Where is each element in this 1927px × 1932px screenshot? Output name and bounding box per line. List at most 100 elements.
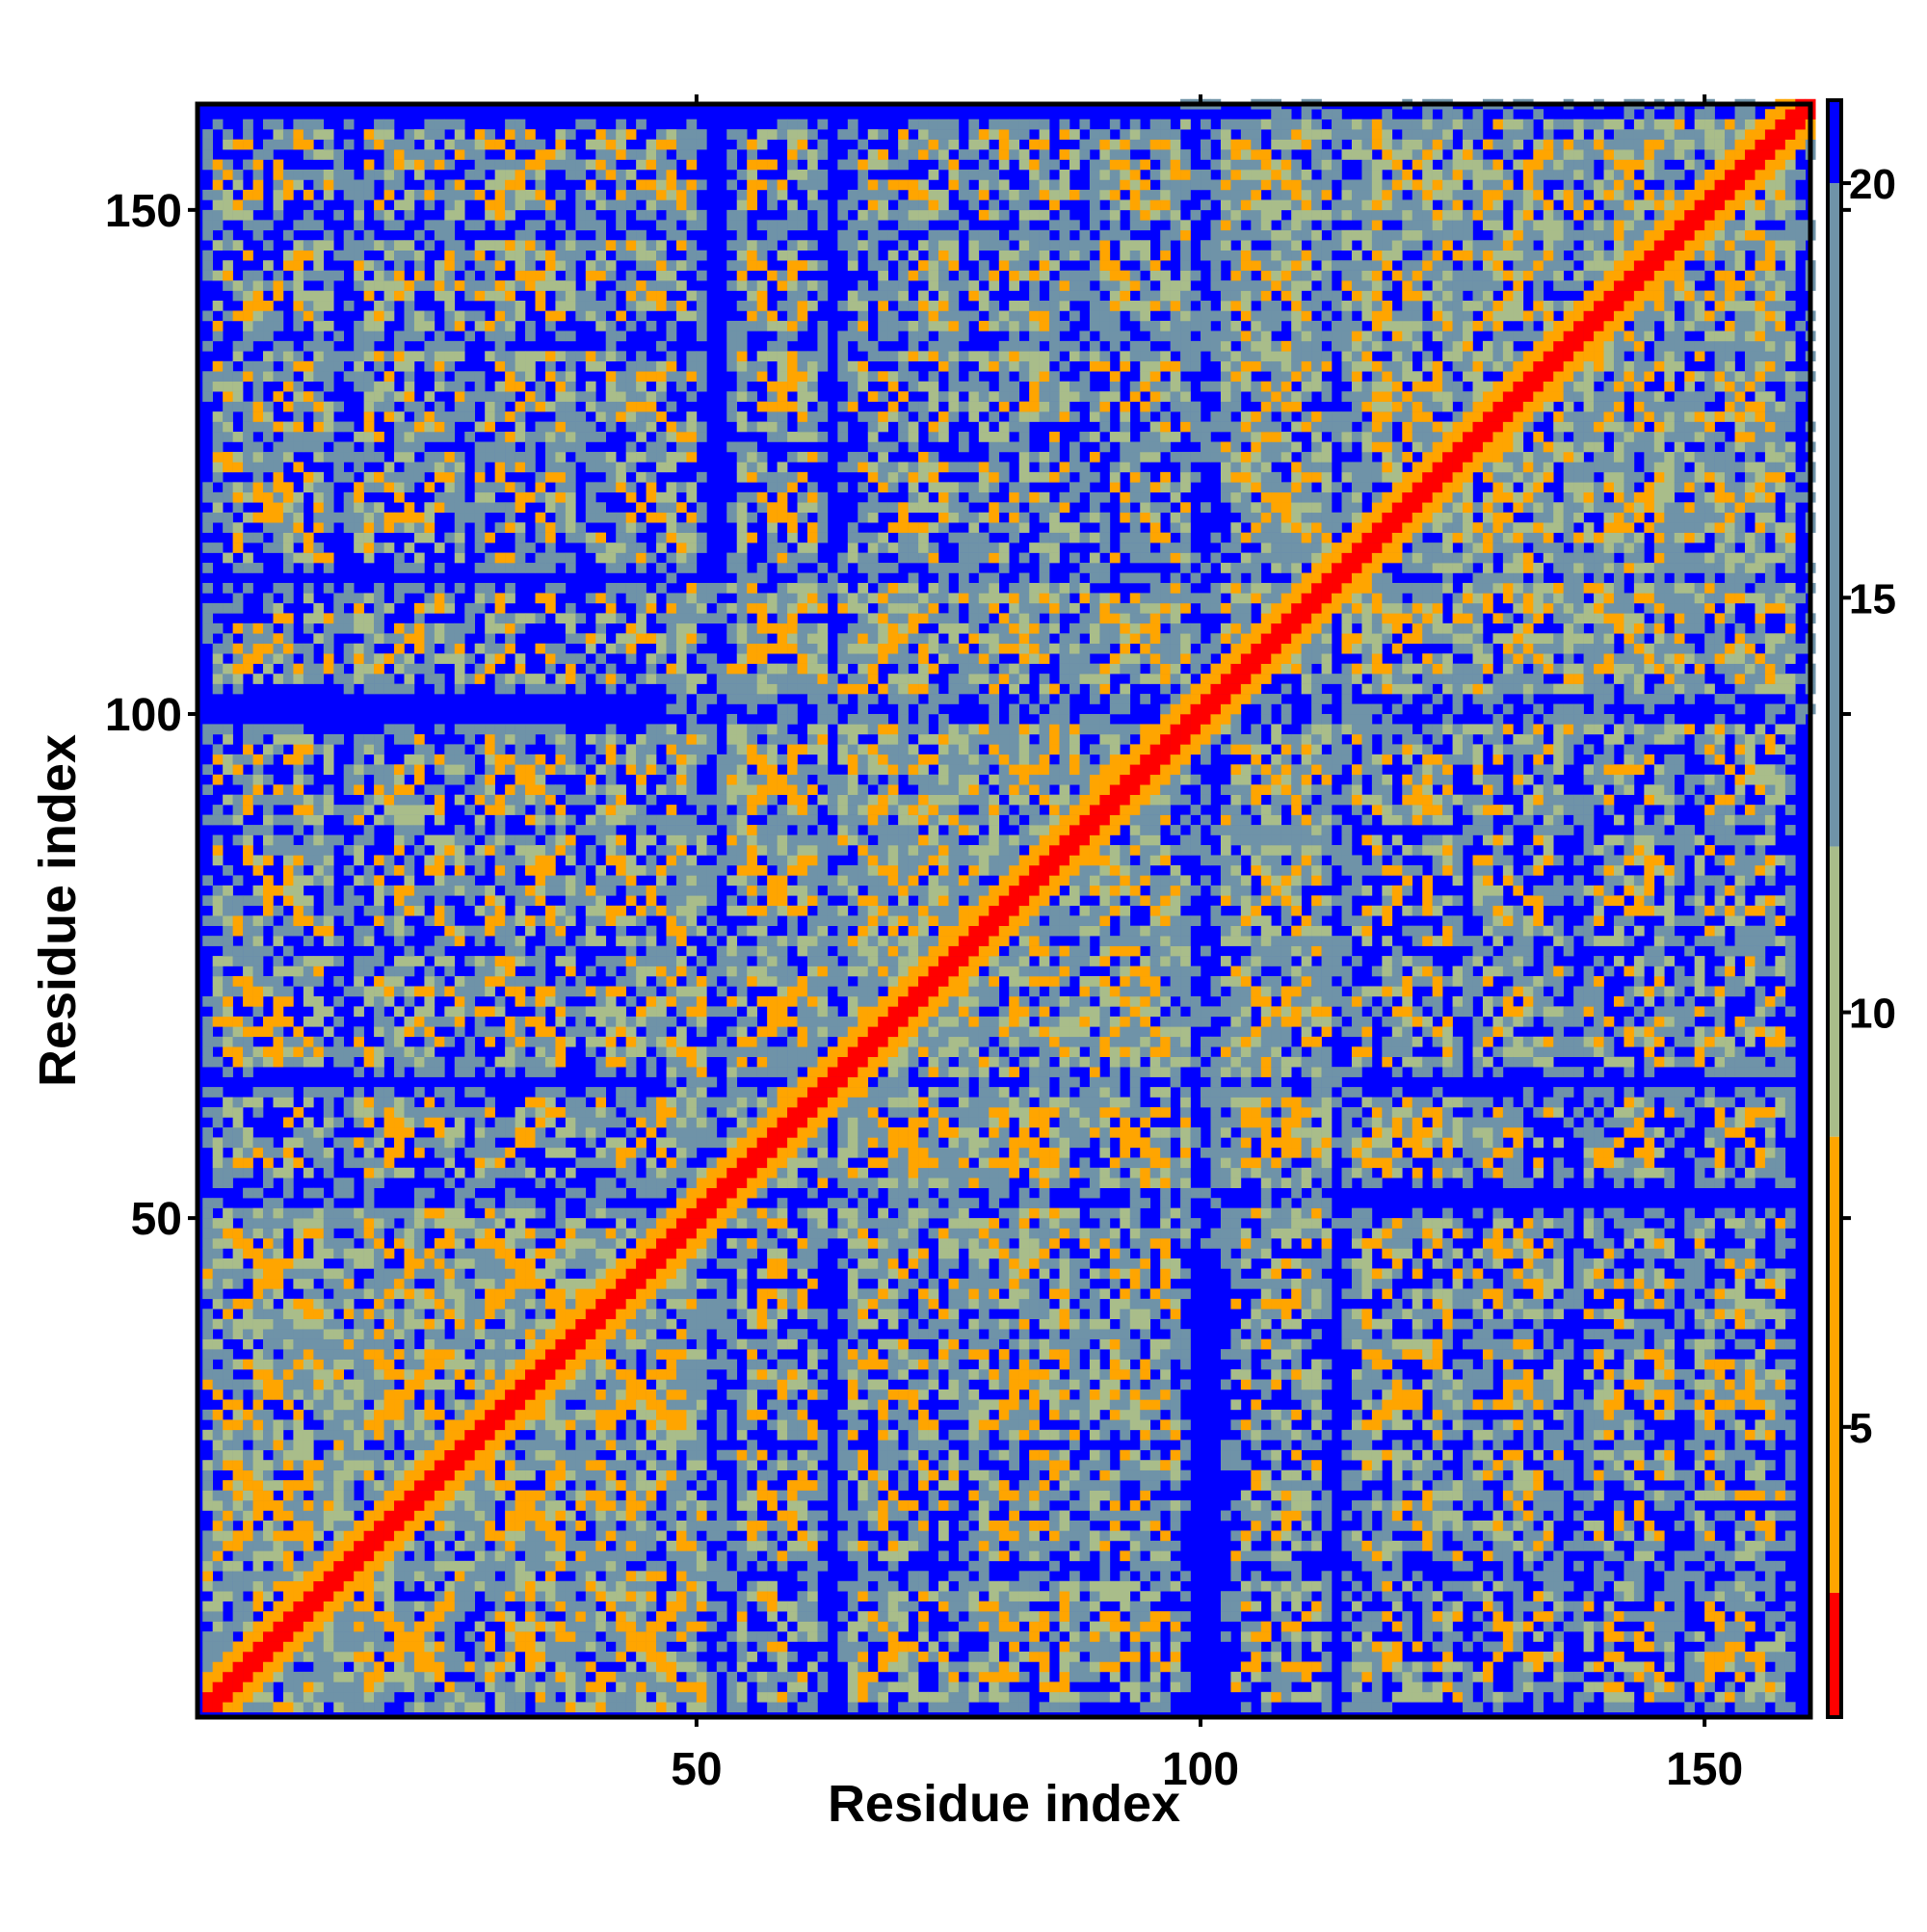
heatmap-cell — [525, 260, 536, 271]
heatmap-cell — [383, 764, 395, 776]
heatmap-cell — [565, 1661, 576, 1673]
heatmap-cell — [223, 189, 233, 200]
heatmap-cell — [636, 1469, 647, 1481]
heatmap-cell — [273, 1540, 284, 1551]
heatmap-cell — [646, 159, 657, 171]
heatmap-cell — [616, 119, 626, 130]
heatmap-cell — [525, 1440, 536, 1451]
heatmap-cell — [313, 613, 325, 624]
heatmap-cell — [616, 401, 626, 412]
heatmap-cell — [666, 1207, 677, 1219]
heatmap-cell — [454, 1218, 465, 1229]
heatmap-cell — [354, 805, 364, 815]
heatmap-cell — [363, 401, 375, 412]
heatmap-cell — [303, 432, 314, 442]
heatmap-cell — [293, 844, 304, 856]
heatmap-cell — [535, 966, 546, 977]
heatmap-cell — [333, 331, 344, 342]
heatmap-cell — [404, 1530, 415, 1542]
heatmap-cell — [474, 986, 486, 997]
heatmap-cell — [223, 1349, 233, 1360]
heatmap-cell — [535, 1540, 546, 1551]
heatmap-cell — [505, 1571, 515, 1582]
heatmap-cell — [333, 1661, 344, 1673]
heatmap-cell — [303, 744, 314, 755]
heatmap-cell — [585, 391, 596, 402]
heatmap-cell — [282, 1490, 294, 1501]
heatmap-cell — [404, 1571, 415, 1582]
heatmap-cell — [243, 733, 253, 745]
heatmap-cell — [374, 391, 384, 402]
heatmap-cell — [303, 543, 314, 553]
heatmap-cell — [383, 1309, 395, 1320]
heatmap-cell — [625, 1329, 637, 1339]
heatmap-cell — [383, 653, 395, 664]
heatmap-cell — [313, 1379, 325, 1390]
heatmap-cell — [646, 1107, 657, 1118]
heatmap-cell — [383, 351, 395, 362]
heatmap-cell — [485, 885, 495, 896]
heatmap-cell — [323, 1126, 334, 1138]
heatmap-cell — [535, 1349, 546, 1360]
heatmap-cell — [323, 401, 334, 412]
heatmap-cell — [394, 250, 405, 261]
heatmap-cell — [464, 1601, 476, 1612]
heatmap-cell — [394, 905, 405, 916]
heatmap-cell — [565, 1288, 576, 1300]
heatmap-cell — [404, 1641, 415, 1653]
heatmap-cell — [555, 1046, 567, 1057]
heatmap-cell — [565, 1369, 576, 1380]
heatmap-cell — [666, 1338, 677, 1350]
heatmap-cell — [515, 1046, 526, 1057]
heatmap-cell — [374, 774, 384, 785]
heatmap-cell — [434, 633, 445, 645]
heatmap-cell — [666, 1359, 677, 1370]
heatmap-cell — [535, 885, 546, 896]
heatmap-cell — [646, 754, 657, 765]
heatmap-cell — [343, 1580, 355, 1592]
heatmap-cell — [474, 563, 486, 573]
heatmap-cell — [354, 1691, 364, 1703]
heatmap-cell — [374, 260, 384, 271]
heatmap-cell — [434, 563, 445, 573]
heatmap-cell — [343, 471, 355, 483]
heatmap-cell — [474, 1510, 486, 1522]
heatmap-cell — [223, 451, 233, 463]
heatmap-cell — [252, 441, 264, 453]
heatmap-cell — [273, 371, 284, 383]
heatmap-cell — [293, 976, 304, 987]
heatmap-cell — [273, 613, 284, 624]
heatmap-cell — [544, 1026, 556, 1038]
heatmap-cell — [434, 502, 445, 514]
heatmap-cell — [636, 1278, 647, 1289]
heatmap-cell — [273, 966, 284, 977]
heatmap-cell — [625, 240, 637, 251]
heatmap-cell — [646, 1056, 657, 1068]
heatmap-cell — [555, 391, 567, 402]
heatmap-cell — [605, 1591, 617, 1601]
heatmap-cell — [625, 1207, 637, 1219]
heatmap-cell — [374, 1056, 384, 1068]
heatmap-cell — [535, 189, 546, 200]
heatmap-cell — [636, 179, 647, 191]
heatmap-cell — [232, 1460, 244, 1470]
heatmap-cell — [666, 1510, 677, 1522]
heatmap-cell — [636, 1006, 647, 1018]
heatmap-cell — [474, 1429, 486, 1441]
heatmap-cell — [525, 764, 536, 776]
heatmap-cell — [535, 532, 546, 543]
heatmap-cell — [595, 543, 607, 553]
heatmap-cell — [223, 411, 233, 422]
heatmap-cell — [413, 805, 425, 815]
heatmap-cell — [555, 1238, 567, 1249]
heatmap-cell — [232, 1429, 244, 1441]
heatmap-cell — [273, 744, 284, 755]
heatmap-cell — [343, 1409, 355, 1420]
heatmap-cell — [243, 1601, 253, 1612]
heatmap-cell — [646, 1641, 657, 1653]
heatmap-cell — [223, 1591, 233, 1601]
heatmap-cell — [223, 925, 233, 937]
heatmap-cell — [494, 310, 506, 322]
heatmap-cell — [485, 240, 495, 251]
heatmap-cell — [444, 1147, 456, 1158]
